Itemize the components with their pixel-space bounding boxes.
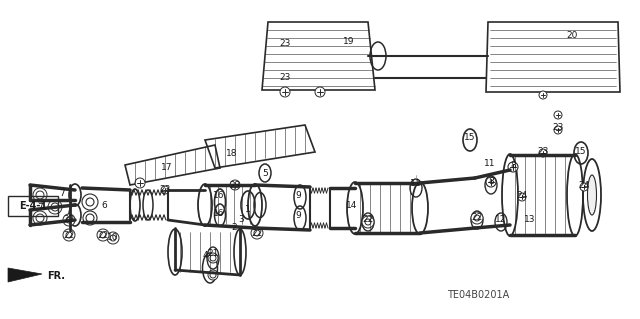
Circle shape — [208, 270, 218, 280]
Circle shape — [48, 200, 62, 214]
Circle shape — [580, 183, 588, 191]
Circle shape — [86, 198, 94, 206]
Text: 4: 4 — [202, 250, 208, 259]
Circle shape — [107, 232, 119, 244]
Circle shape — [208, 253, 218, 263]
Text: 22: 22 — [362, 216, 374, 225]
Text: 14: 14 — [346, 201, 358, 210]
Text: 24: 24 — [516, 190, 527, 199]
Text: 23: 23 — [552, 123, 564, 132]
Text: 9: 9 — [295, 190, 301, 199]
Text: 3: 3 — [238, 216, 244, 225]
Text: 22: 22 — [472, 213, 483, 222]
Text: 8: 8 — [510, 160, 516, 169]
Text: 22: 22 — [63, 216, 75, 225]
Circle shape — [51, 203, 59, 211]
Circle shape — [230, 180, 240, 190]
Circle shape — [518, 193, 526, 201]
Text: 21: 21 — [207, 249, 219, 258]
Circle shape — [86, 214, 94, 222]
Circle shape — [66, 232, 72, 238]
Circle shape — [554, 111, 562, 119]
Text: 18: 18 — [227, 149, 237, 158]
Circle shape — [110, 235, 116, 241]
Text: 5: 5 — [262, 168, 268, 177]
Text: 15: 15 — [575, 146, 587, 155]
Circle shape — [280, 87, 290, 97]
Circle shape — [33, 188, 47, 202]
Text: 24: 24 — [579, 181, 589, 189]
Text: 13: 13 — [524, 216, 536, 225]
Circle shape — [82, 194, 98, 210]
Text: 7: 7 — [37, 203, 43, 211]
Text: 9: 9 — [295, 211, 301, 219]
Circle shape — [97, 229, 109, 241]
Text: 11: 11 — [410, 179, 422, 188]
Circle shape — [486, 177, 496, 187]
Text: 7: 7 — [59, 189, 65, 198]
Circle shape — [135, 178, 145, 188]
Circle shape — [362, 216, 374, 228]
Text: 6: 6 — [101, 202, 107, 211]
Polygon shape — [8, 268, 42, 282]
Text: FR.: FR. — [47, 271, 65, 281]
Circle shape — [210, 272, 216, 278]
Circle shape — [315, 87, 325, 97]
Circle shape — [83, 211, 97, 225]
Text: 16: 16 — [213, 209, 225, 218]
Text: 15: 15 — [464, 132, 476, 142]
Text: 23: 23 — [279, 40, 291, 48]
Bar — [8, 196, 58, 216]
Circle shape — [36, 214, 44, 222]
Text: 23: 23 — [279, 73, 291, 83]
Circle shape — [33, 211, 47, 225]
Text: 22: 22 — [97, 231, 109, 240]
Text: 8: 8 — [488, 177, 494, 187]
Text: 23: 23 — [229, 181, 241, 189]
Circle shape — [539, 149, 547, 157]
Circle shape — [63, 214, 75, 226]
Circle shape — [365, 219, 371, 225]
Circle shape — [508, 162, 518, 172]
Circle shape — [254, 230, 260, 236]
Text: 19: 19 — [343, 38, 355, 47]
Ellipse shape — [588, 175, 596, 215]
Circle shape — [210, 255, 216, 261]
Circle shape — [554, 126, 562, 134]
Text: 23: 23 — [159, 184, 171, 194]
Text: 10: 10 — [108, 234, 119, 242]
Text: 11: 11 — [484, 160, 496, 168]
Text: 22: 22 — [252, 228, 262, 238]
Text: 2: 2 — [231, 224, 237, 233]
Text: 23: 23 — [538, 146, 548, 155]
Text: 20: 20 — [566, 32, 578, 41]
Circle shape — [100, 232, 106, 238]
Text: 17: 17 — [161, 162, 173, 172]
Text: TE04B0201A: TE04B0201A — [447, 290, 509, 300]
Circle shape — [474, 215, 480, 221]
Circle shape — [36, 191, 44, 199]
Text: 12: 12 — [495, 216, 507, 225]
Circle shape — [161, 186, 169, 194]
Circle shape — [471, 212, 483, 224]
Text: 1: 1 — [245, 205, 251, 214]
Text: 16: 16 — [213, 191, 225, 201]
Circle shape — [66, 217, 72, 223]
Circle shape — [539, 91, 547, 99]
Text: 22: 22 — [63, 231, 75, 240]
Circle shape — [251, 227, 263, 239]
Text: E-4-1: E-4-1 — [19, 201, 47, 211]
Circle shape — [63, 229, 75, 241]
